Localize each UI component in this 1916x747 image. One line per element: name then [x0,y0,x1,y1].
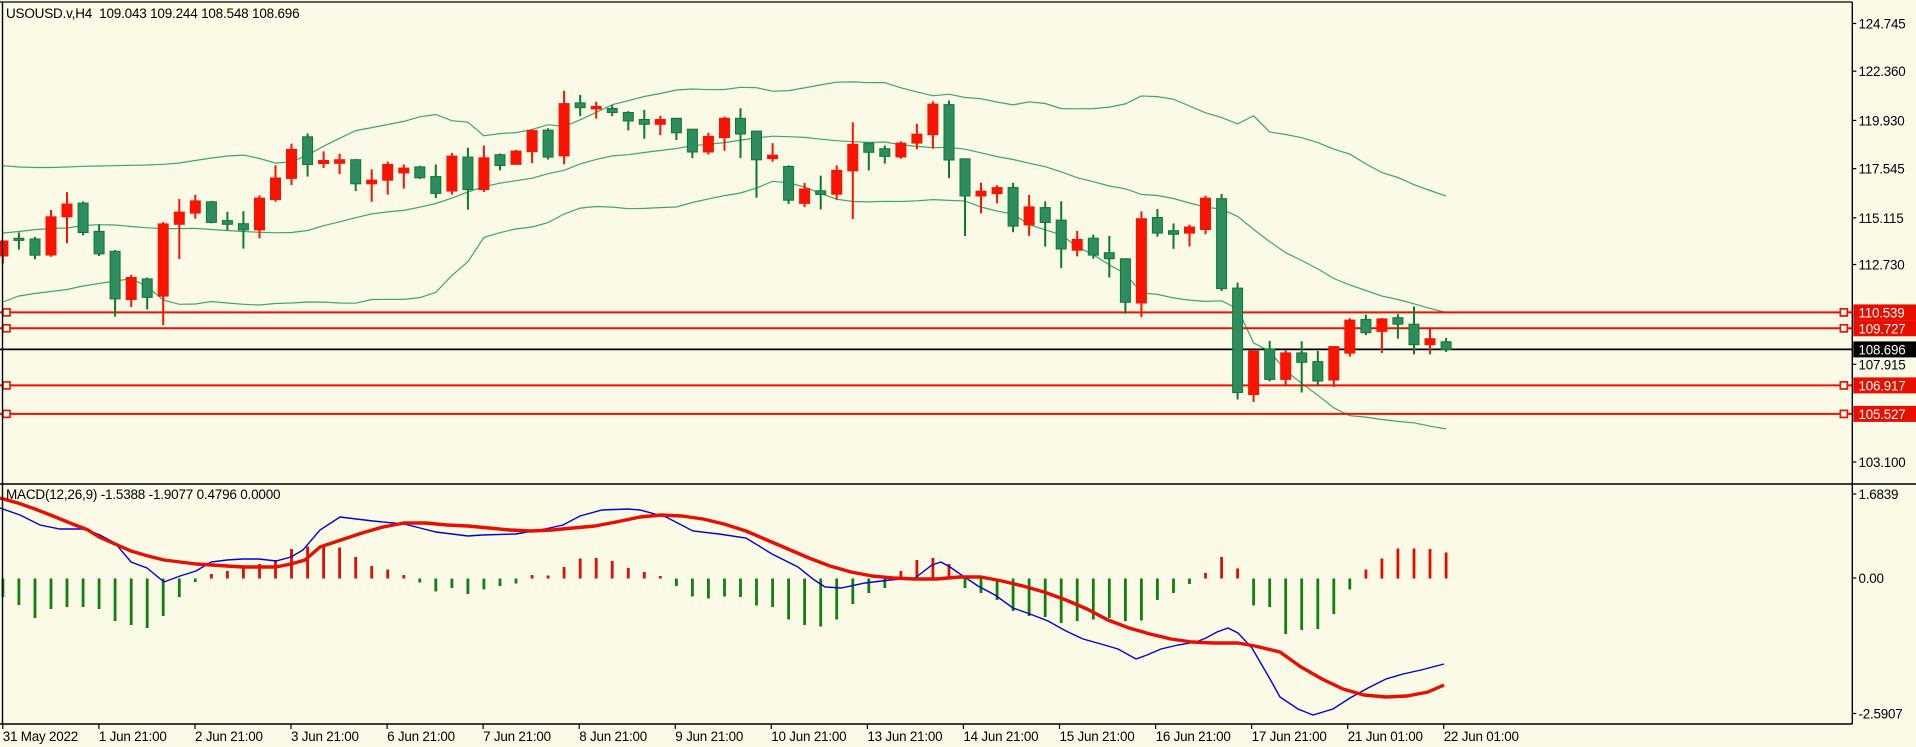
svg-text:106.917: 106.917 [1859,378,1906,393]
svg-text:31 May 2022: 31 May 2022 [3,729,78,744]
svg-text:21 Jun 01:00: 21 Jun 01:00 [1348,729,1423,744]
svg-text:16 Jun 21:00: 16 Jun 21:00 [1156,729,1231,744]
svg-text:13 Jun 21:00: 13 Jun 21:00 [867,729,942,744]
svg-text:-2.5907: -2.5907 [1859,707,1903,722]
svg-text:3 Jun 21:00: 3 Jun 21:00 [291,729,359,744]
svg-text:109.727: 109.727 [1859,321,1906,336]
svg-text:10 Jun 21:00: 10 Jun 21:00 [771,729,846,744]
svg-text:103.100: 103.100 [1859,455,1906,470]
svg-text:USOUSD.v,H4 109.043 109.244 1: USOUSD.v,H4 109.043 109.244 108.548 108.… [6,6,299,21]
svg-text:22 Jun 01:00: 22 Jun 01:00 [1444,729,1519,744]
svg-text:115.115: 115.115 [1859,211,1904,226]
svg-text:122.360: 122.360 [1859,64,1906,79]
svg-text:107.915: 107.915 [1859,357,1906,372]
svg-text:9 Jun 21:00: 9 Jun 21:00 [675,729,743,744]
svg-text:0.00: 0.00 [1859,571,1884,586]
svg-text:119.930: 119.930 [1859,113,1905,128]
svg-text:110.539: 110.539 [1859,305,1905,320]
svg-text:17 Jun 21:00: 17 Jun 21:00 [1252,729,1327,744]
svg-text:MACD(12,26,9) -1.5388 -1.9077: MACD(12,26,9) -1.5388 -1.9077 0.4796 0.0… [6,487,280,502]
svg-text:117.545: 117.545 [1859,162,1905,177]
svg-text:108.696: 108.696 [1859,342,1906,357]
svg-text:15 Jun 21:00: 15 Jun 21:00 [1060,729,1135,744]
svg-text:14 Jun 21:00: 14 Jun 21:00 [963,729,1038,744]
svg-text:124.745: 124.745 [1859,17,1906,32]
svg-text:1 Jun 21:00: 1 Jun 21:00 [99,729,167,744]
svg-text:1.6839: 1.6839 [1859,487,1899,502]
svg-text:8 Jun 21:00: 8 Jun 21:00 [579,729,647,744]
svg-text:112.730: 112.730 [1859,258,1905,273]
svg-text:105.527: 105.527 [1859,407,1906,422]
svg-text:6 Jun 21:00: 6 Jun 21:00 [387,729,455,744]
svg-text:2 Jun 21:00: 2 Jun 21:00 [195,729,263,744]
svg-text:7 Jun 21:00: 7 Jun 21:00 [483,729,551,744]
